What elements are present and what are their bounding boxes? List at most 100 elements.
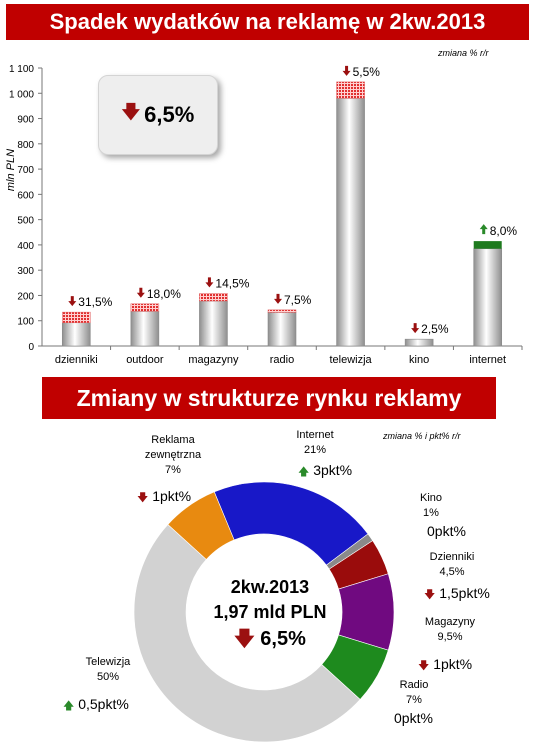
change-telewizja: 🡅 0,5pkt% [63,696,129,716]
label-magazyny-share: 9,5% [437,631,463,643]
change-label-kino: 2,5% [411,322,449,336]
change-value-magazyny: 14,5% [215,276,249,290]
arrow-up-icon: 🡅 [63,700,75,712]
change-label-outdoor: 18,0% [136,287,181,301]
arrow-down-icon [411,323,420,334]
label-magazyny: Magazyny 9,5% [420,615,480,645]
arrow-down-icon [342,65,351,76]
bar-decline-outdoor [130,303,160,312]
change-value-dzienniki: 31,5% [78,295,112,309]
arrow-down-icon [136,287,145,298]
label-internet-share: 21% [303,444,327,456]
change-magazyny: 🡇 1pkt% [418,656,472,676]
center-period: 2kw.2013 [230,577,310,597]
change-value-telewizja: 5,5% [353,65,381,79]
change-label-internet: 8,0% [479,224,518,238]
bar-radio [267,312,297,347]
change-label-dzienniki: 31,5% [68,295,113,309]
label-telewizja-name: Telewizja [85,656,131,668]
x-tick-label-telewizja: telewizja [329,354,372,366]
y-tick-label: 100 [17,317,34,328]
label-dzienniki-share: 4,5% [439,566,465,578]
bar-outdoor [130,311,160,347]
arrow-down-icon: 🡇 [424,589,436,601]
center-change-value: 6,5% [260,628,306,650]
change-internet: 🡅 3pkt% [298,462,352,482]
arrow-down-icon: 🡇 [418,660,430,672]
x-tick-label-outdoor: outdoor [126,354,164,366]
change-value-outdoor: 18,0% [147,287,181,301]
change-label-radio: 7,5% [274,293,312,307]
label-internet: Internet 21% [290,428,340,458]
y-tick-label: 700 [17,165,34,176]
label-reklama-zewnetrzna: Reklama zewnętrzna 7% [138,433,208,478]
change-dzienniki: 🡇 1,5pkt% [424,585,490,605]
label-dzienniki-name: Dzienniki [429,551,475,563]
y-tick-label: 400 [17,241,34,252]
label-magazyny-name: Magazyny [424,616,476,628]
change-internet-value: 3pkt% [313,462,353,478]
label-kino: Kino 1% [414,491,448,521]
center-total: 1,97 mld PLN [213,602,327,622]
y-tick-label: 300 [17,266,34,277]
bar-chart: mln PLN 0 100 200 300 400 500 600 700 800 900 1 00… [5,64,523,366]
change-kino-value: 0pkt% [427,523,466,539]
y-tick-label: 500 [17,216,34,227]
donut-chart-note: zmiana % i pkt% r/r [383,431,461,441]
x-tick-label-internet: internet [469,354,506,366]
bar-decline-dzienniki [62,311,91,323]
y-tick-label: 900 [17,115,34,126]
donut-chart-title: Zmiany w strukturze rynku reklamy [42,377,496,419]
change-kino: 0pkt% [427,523,466,539]
change-radio-value: 0pkt% [394,710,433,726]
change-label-telewizja: 5,5% [342,65,381,79]
donut-center: 2kw.2013 1,97 mld PLN 🡇 6,5% [190,576,350,652]
bar-telewizja [336,98,365,347]
arrow-down-icon: 🡇 [137,492,149,504]
arrow-down-icon [274,293,282,304]
total-change-callout: 🡇 6,5% [98,75,218,155]
y-tick-label: 1 100 [9,64,34,75]
label-telewizja: Telewizja 50% [78,655,138,685]
y-axis-label: mln PLN [5,149,17,191]
label-dzienniki: Dzienniki 4,5% [422,550,482,580]
bar-decline-radio [267,309,297,313]
bar-magazyny [199,300,228,347]
arrow-down-icon: 🡇 [234,628,255,650]
change-magazyny-value: 1pkt% [433,656,473,672]
slice-telewizja [133,524,361,743]
label-radio-name: Radio [399,679,429,691]
arrow-up-icon: 🡅 [298,466,310,478]
arrow-down-icon [205,277,214,288]
change-value-radio: 7,5% [284,293,312,307]
change-radio: 0pkt% [394,710,433,726]
change-dzienniki-value: 1,5pkt% [439,585,490,601]
label-kino-share: 1% [423,507,439,519]
arrow-down-icon [68,296,77,307]
label-kino-name: Kino [419,492,443,504]
total-change-value: 6,5% [144,102,195,127]
bar-growth-internet [473,241,502,249]
y-tick-label: 0 [28,342,34,353]
change-zewnetrzna-value: 1pkt% [152,488,192,504]
label-telewizja-share: 50% [96,671,120,683]
x-tick-label-dzienniki: dzienniki [55,354,98,366]
y-tick-label: 600 [17,190,34,201]
slice-internet [213,481,369,566]
bar-decline-telewizja [336,81,365,99]
slice-reklama-zewnętrzna [167,491,235,560]
y-tick-label: 1 000 [9,89,34,100]
x-tick-label-kino: kino [409,354,429,366]
arrow-up-icon [479,224,488,235]
bar-decline-magazyny [199,293,228,302]
bar-kino [404,338,434,347]
bar-chart-title: Spadek wydatków na reklamę w 2kw.2013 [6,4,529,40]
change-value-kino: 2,5% [421,322,449,336]
bar-chart-note: zmiana % r/r [438,48,489,58]
label-radio-share: 7% [406,694,422,706]
change-telewizja-value: 0,5pkt% [78,696,129,712]
label-zewnetrzna-name: Reklama zewnętrzna [144,434,202,461]
change-value-internet: 8,0% [490,224,518,238]
arrow-down-icon: 🡇 [121,102,141,122]
